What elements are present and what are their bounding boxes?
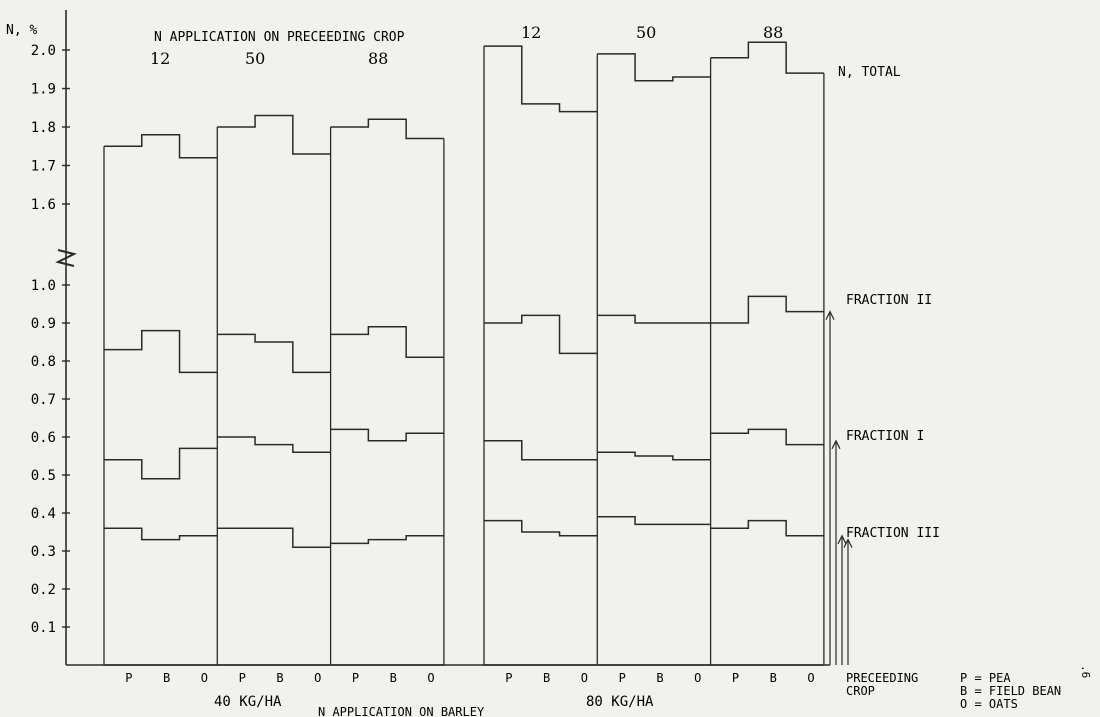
crop-tick-label: O <box>201 671 208 685</box>
crop-tick-label: P <box>239 671 246 685</box>
crop-legend-title-2: CROP <box>846 684 875 698</box>
y-tick-label: 0.1 <box>31 620 56 636</box>
y-tick-label: 0.8 <box>31 354 56 370</box>
crop-tick-label: B <box>276 671 283 685</box>
crop-tick-label: B <box>543 671 550 685</box>
block-n-label: 50 <box>245 49 265 68</box>
crop-legend-title-1: PRECEEDING <box>846 671 918 685</box>
series-step-1 <box>597 314 711 324</box>
y-tick-label: 0.2 <box>31 582 56 598</box>
crop-tick-label: O <box>694 671 701 685</box>
block-n-label: 88 <box>763 23 783 42</box>
y-tick-label: 1.9 <box>31 82 56 98</box>
series-step-0 <box>330 118 444 140</box>
series-step-0 <box>710 41 824 74</box>
y-tick-label: 2.0 <box>31 43 56 59</box>
legend-series-total: N, TOTAL <box>838 65 901 80</box>
block-outlines <box>103 46 825 666</box>
series-lines <box>104 41 824 548</box>
crop-tick-label: P <box>619 671 626 685</box>
series-step-3 <box>484 519 598 537</box>
y-tick-label: 1.6 <box>31 197 56 213</box>
y-tick-label: 1.0 <box>31 278 56 294</box>
crop-tick-label: B <box>163 671 170 685</box>
y-tick-label: 0.3 <box>31 544 56 560</box>
y-tick-label: 1.7 <box>31 159 56 175</box>
series-step-1 <box>484 314 598 355</box>
crop-tick-label: O <box>807 671 814 685</box>
series-step-0 <box>484 45 598 113</box>
series-step-0 <box>217 114 331 155</box>
series-step-2 <box>217 436 331 453</box>
legend-series-fraction-ii: FRACTION II <box>846 293 932 308</box>
series-step-3 <box>597 516 711 526</box>
crop-legend-entry-bean: B = FIELD BEAN <box>960 684 1061 698</box>
series-step-0 <box>104 133 218 159</box>
crop-tick-label: O <box>581 671 588 685</box>
crop-tick-label: P <box>125 671 132 685</box>
series-step-1 <box>330 326 444 358</box>
y-tick-label: 0.9 <box>31 316 56 332</box>
series-step-2 <box>484 440 598 461</box>
crop-tick-label: P <box>505 671 512 685</box>
fraction-arrow-head <box>837 534 847 545</box>
group-label-80: 80 KG/HA <box>586 694 654 710</box>
series-step-3 <box>217 527 331 548</box>
crop-tick-label: O <box>314 671 321 685</box>
y-axis: 0.1 0.2 0.3 0.4 0.5 0.6 0.7 0.8 0.9 1.0 1.6 1.7 1.8 1… <box>31 10 830 666</box>
fraction-arrow-head <box>831 439 841 450</box>
y-tick-label: 0.7 <box>31 392 56 408</box>
header-label: N APPLICATION ON PRECEEDING CROP <box>154 30 405 45</box>
crop-tick-label: O <box>427 671 434 685</box>
y-tick-label: 0.5 <box>31 468 56 484</box>
crop-legend-entry-pea: P = PEA <box>960 671 1011 685</box>
block-n-label: 12 <box>521 23 541 42</box>
x-axis-label: N APPLICATION ON BARLEY <box>318 705 485 717</box>
series-step-2 <box>104 447 218 480</box>
series-step-3 <box>104 527 218 541</box>
series-step-2 <box>710 428 824 446</box>
series-step-3 <box>330 535 444 545</box>
legend-series-fraction-i: FRACTION I <box>846 429 924 444</box>
block-n-label: 12 <box>150 49 170 68</box>
series-step-2 <box>330 428 444 442</box>
crop-legend-entry-oats: O = OATS <box>960 697 1018 711</box>
group-label-40: 40 KG/HA <box>214 694 282 710</box>
chart-text: N, % N APPLICATION ON PRECEEDING CROP N … <box>6 23 1092 717</box>
y-tick-label: 0.6 <box>31 430 56 446</box>
fraction-arrow-head <box>843 538 853 548</box>
series-step-1 <box>217 333 331 374</box>
series-step-3 <box>710 519 824 537</box>
crop-tick-label: P <box>732 671 739 685</box>
crop-tick-label: P <box>352 671 359 685</box>
block-n-label: 88 <box>368 49 388 68</box>
block-n-label: 50 <box>636 23 656 42</box>
legend-series-fraction-iii: FRACTION III <box>846 526 940 541</box>
y-tick-label: 0.4 <box>31 506 56 522</box>
page-mark: .6 <box>1079 665 1092 678</box>
fraction-arrows <box>825 310 853 665</box>
y-tick-label: 1.8 <box>31 120 56 136</box>
y-axis-label: N, % <box>6 23 37 38</box>
axis-break-mark <box>55 249 77 267</box>
series-step-0 <box>597 53 711 82</box>
crop-tick-label: B <box>656 671 663 685</box>
fraction-arrow-head <box>825 310 835 320</box>
crop-tick-label: B <box>390 671 397 685</box>
crop-tick-label: B <box>770 671 777 685</box>
series-step-1 <box>104 329 218 374</box>
series-step-1 <box>710 295 824 324</box>
series-step-2 <box>597 451 711 461</box>
